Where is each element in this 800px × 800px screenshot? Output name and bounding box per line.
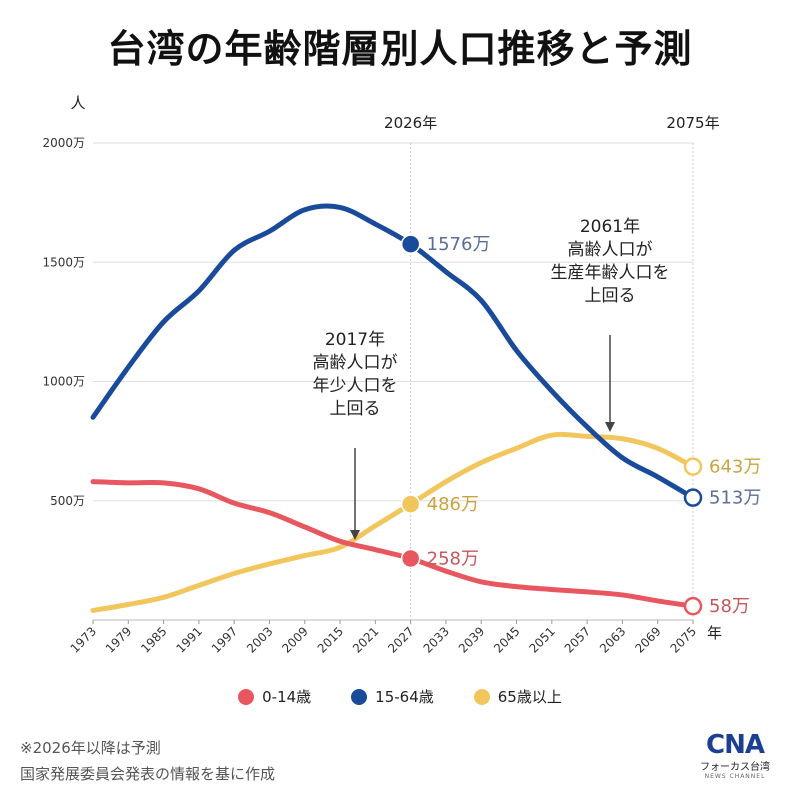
annotation-text: 2061年	[580, 217, 640, 237]
footnote-source: 国家発展委員会発表の情報を基に作成	[20, 765, 276, 783]
legend-swatch-red	[238, 688, 255, 705]
y-tick-label: 2000万	[42, 136, 85, 150]
annotation-text: 年少人口を	[313, 376, 398, 396]
vertical-marker-label: 2075年	[666, 114, 719, 132]
legend: 0-14歳 15-64歳 65歳以上	[0, 686, 800, 707]
footnote-forecast: ※2026年以降は予測	[20, 739, 161, 757]
legend-swatch-yellow	[473, 688, 490, 705]
endpoint-marker	[683, 488, 703, 507]
x-tick-label: 2063	[597, 624, 628, 655]
x-tick-label: 2039	[456, 624, 487, 655]
x-tick-label: 1991	[174, 624, 205, 655]
annotation-text: 高齢人口が	[568, 240, 653, 260]
x-tick-label: 2015	[315, 624, 346, 655]
annotation-text: 高齢人口が	[313, 353, 398, 373]
x-tick-label: 2027	[385, 624, 416, 655]
x-tick-label: 1973	[68, 624, 99, 655]
x-tick-label: 2045	[491, 624, 522, 655]
value-label: 486万	[427, 494, 479, 515]
y-tick-label: 1000万	[42, 375, 85, 389]
series-line-15-64	[90, 203, 696, 501]
x-tick-label: 2057	[562, 624, 593, 655]
annotation-arrow-head	[605, 422, 615, 432]
x-tick-label: 2069	[632, 624, 663, 655]
y-tick-label: 500万	[50, 494, 85, 508]
x-tick-label: 2009	[279, 624, 310, 655]
footnotes: ※2026年以降は予測 国家発展委員会発表の情報を基に作成	[20, 735, 275, 787]
annotation-text: 2017年	[325, 330, 385, 350]
endpoint-marker	[683, 596, 703, 616]
vertical-marker-label: 2026年	[384, 114, 437, 132]
point-marker	[400, 494, 421, 514]
legend-label: 15-64歳	[375, 688, 434, 706]
x-tick-label: 2075	[668, 624, 699, 655]
legend-label: 0-14歳	[262, 688, 312, 706]
x-tick-label: 2051	[526, 624, 557, 655]
x-tick-label: 1979	[103, 624, 134, 655]
x-tick-label: 2021	[350, 624, 381, 655]
legend-item-0-14: 0-14歳	[238, 686, 311, 707]
series-line-65plus	[90, 431, 696, 613]
endpoint-marker	[683, 457, 703, 476]
point-marker	[400, 548, 421, 569]
logo-mark: CNA	[706, 730, 765, 760]
annotation-text: 上回る	[585, 286, 636, 306]
value-label: 58万	[709, 596, 750, 617]
y-unit-label: 人	[70, 94, 85, 112]
annotation-text: 上回る	[330, 399, 381, 419]
value-label: 258万	[427, 548, 479, 569]
annotation-text: 生産年齢人口を	[551, 263, 670, 283]
series-line-0-14	[90, 479, 696, 609]
x-tick-label: 1997	[209, 624, 240, 655]
annotation-arrow-head	[350, 530, 360, 540]
x-tick-label: 1985	[138, 624, 169, 655]
y-tick-label: 1500万	[42, 255, 85, 269]
value-label: 1576万	[427, 234, 491, 255]
legend-item-65plus: 65歳以上	[473, 686, 562, 707]
point-marker	[400, 234, 421, 254]
x-tick-label: 2033	[421, 624, 452, 655]
value-label: 643万	[709, 457, 761, 478]
x-tick-label: 2003	[244, 624, 275, 655]
chart-title: 台湾の年齢階層別人口推移と予測	[107, 27, 693, 71]
legend-item-15-64: 15-64歳	[351, 686, 434, 707]
value-label: 513万	[709, 488, 761, 509]
x-unit-label: 年	[707, 624, 722, 642]
logo-name: フォーカス台湾	[700, 762, 770, 773]
legend-label: 65歳以上	[497, 688, 562, 706]
logo-sub: NEWS CHANNEL	[704, 773, 766, 780]
cna-logo: CNA フォーカス台湾 NEWS CHANNEL	[690, 730, 780, 780]
legend-swatch-blue	[351, 688, 368, 705]
